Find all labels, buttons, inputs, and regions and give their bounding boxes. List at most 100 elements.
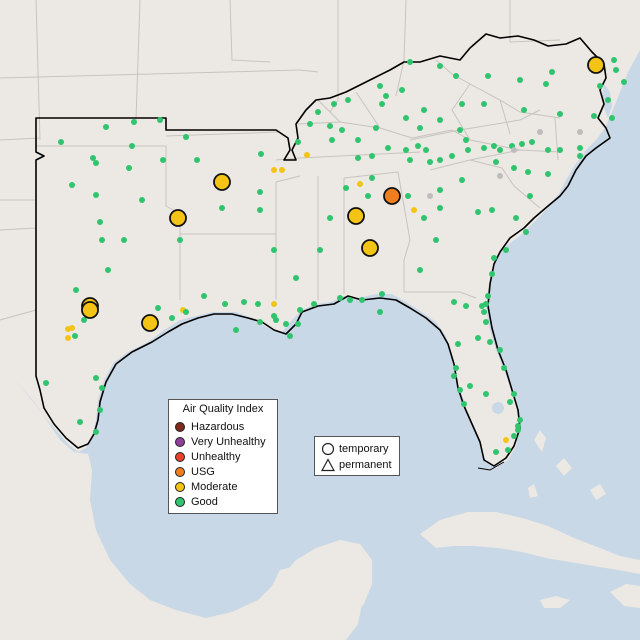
monitor-good[interactable] xyxy=(307,121,313,127)
monitor-good[interactable] xyxy=(463,137,469,143)
monitor-good[interactable] xyxy=(451,373,457,379)
aqi-markers[interactable] xyxy=(43,56,627,455)
monitor-good[interactable] xyxy=(295,139,301,145)
monitor-good[interactable] xyxy=(483,319,489,325)
monitor-nodata[interactable] xyxy=(537,129,543,135)
monitor-good[interactable] xyxy=(517,77,523,83)
monitor-nodata[interactable] xyxy=(577,129,583,135)
monitor-good[interactable] xyxy=(365,193,371,199)
monitor-good[interactable] xyxy=(523,229,529,235)
monitor-good[interactable] xyxy=(493,449,499,455)
monitor-good[interactable] xyxy=(369,153,375,159)
monitor-good[interactable] xyxy=(465,147,471,153)
monitor-good[interactable] xyxy=(485,293,491,299)
monitor-good[interactable] xyxy=(417,267,423,273)
monitor-good[interactable] xyxy=(437,157,443,163)
monitor-good[interactable] xyxy=(577,145,583,151)
monitor-good[interactable] xyxy=(379,291,385,297)
monitor-moderate[interactable] xyxy=(304,152,310,158)
monitor-good[interactable] xyxy=(519,141,525,147)
monitor-good[interactable] xyxy=(385,145,391,151)
monitor-good[interactable] xyxy=(525,169,531,175)
monitor-good[interactable] xyxy=(437,187,443,193)
monitor-good[interactable] xyxy=(453,73,459,79)
monitor-good[interactable] xyxy=(73,287,79,293)
monitor-good[interactable] xyxy=(126,165,132,171)
monitor-good[interactable] xyxy=(613,67,619,73)
monitor-good[interactable] xyxy=(457,127,463,133)
monitor-good[interactable] xyxy=(155,305,161,311)
monitor-good[interactable] xyxy=(545,171,551,177)
monitor-good[interactable] xyxy=(219,205,225,211)
monitor-good[interactable] xyxy=(481,145,487,151)
monitor-good[interactable] xyxy=(609,115,615,121)
monitor-good[interactable] xyxy=(355,155,361,161)
monitor-good[interactable] xyxy=(103,124,109,130)
monitor-nodata[interactable] xyxy=(497,173,503,179)
monitor-moderate[interactable] xyxy=(65,335,71,341)
monitor-good[interactable] xyxy=(377,83,383,89)
monitor-good[interactable] xyxy=(129,143,135,149)
monitor-good[interactable] xyxy=(483,391,489,397)
monitor-good[interactable] xyxy=(183,309,189,315)
monitor-good[interactable] xyxy=(343,185,349,191)
temporary-monitor-moderate[interactable] xyxy=(169,209,187,227)
temporary-monitor-moderate[interactable] xyxy=(587,56,605,74)
monitor-good[interactable] xyxy=(271,247,277,253)
monitor-good[interactable] xyxy=(93,160,99,166)
monitor-good[interactable] xyxy=(437,63,443,69)
monitor-good[interactable] xyxy=(511,391,517,397)
monitor-good[interactable] xyxy=(331,101,337,107)
monitor-good[interactable] xyxy=(591,113,597,119)
monitor-good[interactable] xyxy=(529,139,535,145)
monitor-good[interactable] xyxy=(93,375,99,381)
monitor-good[interactable] xyxy=(483,301,489,307)
monitor-good[interactable] xyxy=(485,73,491,79)
monitor-good[interactable] xyxy=(201,293,207,299)
monitor-good[interactable] xyxy=(77,419,83,425)
monitor-good[interactable] xyxy=(283,321,289,327)
monitor-good[interactable] xyxy=(511,165,517,171)
monitor-good[interactable] xyxy=(557,147,563,153)
monitor-good[interactable] xyxy=(311,301,317,307)
monitor-good[interactable] xyxy=(293,275,299,281)
monitor-good[interactable] xyxy=(451,299,457,305)
monitor-good[interactable] xyxy=(403,115,409,121)
monitor-good[interactable] xyxy=(297,307,303,313)
monitor-good[interactable] xyxy=(423,147,429,153)
monitor-good[interactable] xyxy=(511,433,517,439)
monitor-good[interactable] xyxy=(373,125,379,131)
monitor-good[interactable] xyxy=(99,385,105,391)
monitor-good[interactable] xyxy=(383,93,389,99)
monitor-good[interactable] xyxy=(475,209,481,215)
monitor-good[interactable] xyxy=(90,155,96,161)
monitor-good[interactable] xyxy=(93,192,99,198)
monitor-good[interactable] xyxy=(257,207,263,213)
monitor-good[interactable] xyxy=(99,237,105,243)
monitor-good[interactable] xyxy=(327,215,333,221)
monitor-good[interactable] xyxy=(377,309,383,315)
monitor-good[interactable] xyxy=(491,143,497,149)
monitor-good[interactable] xyxy=(501,365,507,371)
monitor-good[interactable] xyxy=(379,101,385,107)
temporary-monitor-moderate[interactable] xyxy=(213,173,231,191)
monitor-good[interactable] xyxy=(505,447,511,453)
monitor-good[interactable] xyxy=(317,247,323,253)
temporary-monitor-moderate[interactable] xyxy=(347,207,365,225)
monitor-good[interactable] xyxy=(315,109,321,115)
monitor-moderate[interactable] xyxy=(503,437,509,443)
monitor-good[interactable] xyxy=(605,97,611,103)
monitor-good[interactable] xyxy=(457,387,463,393)
monitor-good[interactable] xyxy=(327,123,333,129)
monitor-good[interactable] xyxy=(58,139,64,145)
monitor-good[interactable] xyxy=(437,205,443,211)
monitor-moderate[interactable] xyxy=(69,325,75,331)
monitor-good[interactable] xyxy=(527,193,533,199)
monitor-good[interactable] xyxy=(183,134,189,140)
monitor-good[interactable] xyxy=(475,335,481,341)
monitor-good[interactable] xyxy=(255,301,261,307)
monitor-good[interactable] xyxy=(241,299,247,305)
monitor-good[interactable] xyxy=(337,295,343,301)
monitor-good[interactable] xyxy=(287,333,293,339)
temporary-monitor-moderate[interactable] xyxy=(141,314,159,332)
